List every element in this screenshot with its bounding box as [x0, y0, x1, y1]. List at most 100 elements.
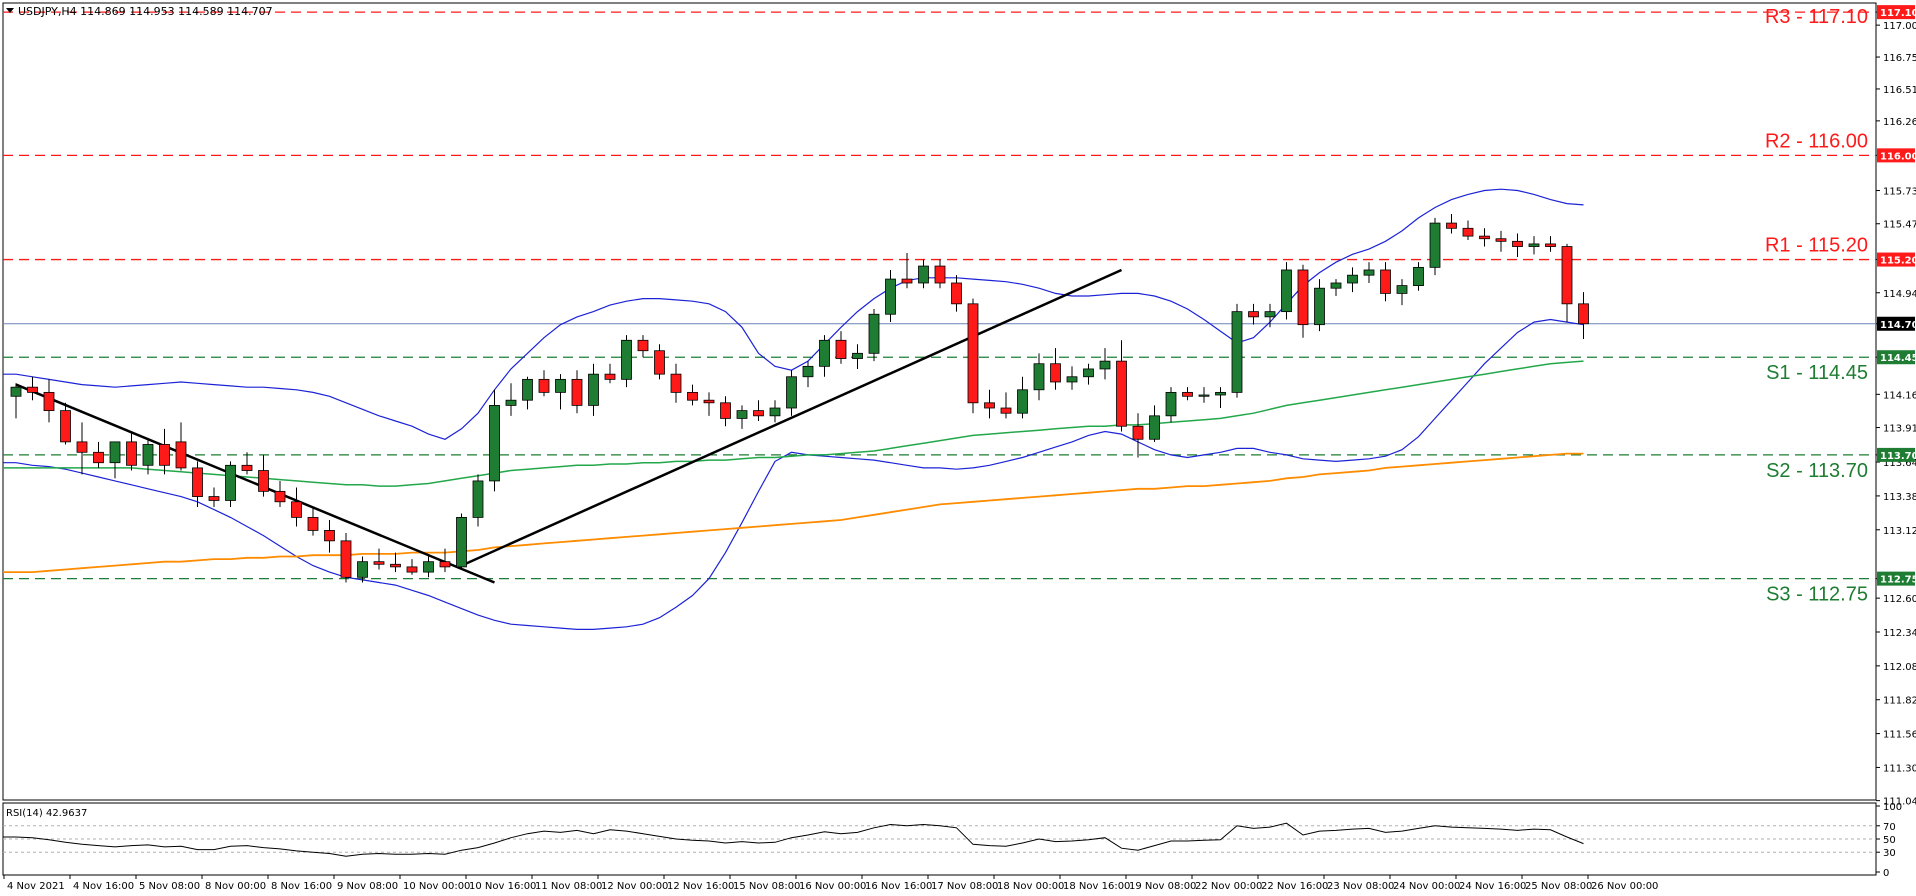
candle	[1561, 243, 1573, 323]
time-tick-label: 8 Nov 16:00	[271, 881, 332, 892]
price-tag-current: 114.707	[1880, 320, 1916, 331]
candle-body	[241, 464, 253, 471]
price-tick-label: 114.945	[1883, 289, 1916, 300]
price-tick-label: 114.165	[1883, 390, 1916, 401]
candle-body	[1248, 311, 1259, 318]
candle	[1347, 267, 1358, 293]
price-axis: 117.100 117.000 116.755 116.510 116.265 116.0…	[1876, 8, 1916, 808]
candle-body	[1215, 391, 1226, 396]
candle	[1050, 348, 1061, 390]
candle	[934, 259, 946, 289]
candle	[274, 480, 286, 507]
time-tick-label: 12 Nov 16:00	[667, 881, 734, 892]
price-tick-label: 113.645	[1883, 458, 1916, 469]
candle	[918, 259, 929, 289]
candle-body	[340, 540, 352, 578]
candle-body	[390, 563, 401, 568]
price-tick-label: 112.340	[1883, 628, 1916, 639]
candle	[258, 454, 269, 497]
candle-body	[984, 402, 995, 409]
candle-body	[1264, 311, 1276, 318]
time-tick-label: 22 Nov 00:00	[1195, 881, 1262, 892]
candle-body	[522, 378, 533, 401]
candle-body	[1545, 243, 1556, 247]
candle-body	[505, 399, 517, 406]
candle-body	[307, 517, 319, 531]
price-tick-label: 117.000	[1883, 21, 1916, 32]
candle	[1198, 387, 1210, 403]
candle-body	[1446, 222, 1457, 229]
price-tag-r2-bg	[1877, 148, 1915, 163]
time-tick-label: 5 Nov 08:00	[139, 881, 200, 892]
price-tag-r3: 117.100	[1880, 8, 1916, 19]
candle-body	[670, 373, 682, 393]
dropdown-arrow-icon[interactable]	[6, 8, 14, 13]
candle	[555, 374, 566, 410]
candle	[93, 441, 104, 468]
candle	[984, 389, 995, 419]
trendlines	[15, 268, 1123, 584]
price-tag-current-bg	[1877, 316, 1915, 331]
candle	[637, 335, 649, 358]
candle-body	[93, 451, 104, 464]
candle	[126, 431, 137, 471]
level-labels: R3 - 117.10 R2 - 116.00 R1 - 115.20 S1 - 11…	[1765, 6, 1868, 605]
time-tick-label: 16 Nov 00:00	[799, 881, 866, 892]
candle	[1545, 236, 1556, 252]
candle-body	[736, 410, 748, 419]
candle	[291, 487, 302, 527]
candle-body	[1231, 311, 1243, 393]
rsi-tick-label: 0	[1883, 868, 1889, 879]
candle	[1116, 340, 1127, 432]
candle-body	[1512, 240, 1523, 247]
rsi-tick-label: 70	[1883, 822, 1896, 833]
candle-body	[1561, 246, 1573, 305]
candle	[1149, 405, 1160, 442]
candle-body	[703, 399, 715, 404]
rsi-header: RSI(14) 42.9637	[6, 808, 87, 819]
price-tag-r1: 115.200	[1880, 256, 1916, 267]
candle	[109, 441, 121, 479]
price-tick-label: 116.510	[1883, 85, 1916, 96]
candle	[1033, 353, 1045, 401]
candle-body	[274, 490, 286, 503]
candle-body	[753, 410, 764, 417]
price-tag-s1: 114.450	[1880, 353, 1916, 364]
time-tick-label: 25 Nov 08:00	[1525, 881, 1592, 892]
price-tick-label: 116.755	[1883, 53, 1916, 64]
candle-body	[1314, 287, 1325, 326]
candle	[1479, 228, 1490, 247]
price-tick-label: 113.385	[1883, 492, 1916, 503]
candle-body	[934, 265, 946, 284]
candle	[1578, 292, 1589, 339]
candle-body	[538, 378, 550, 393]
candle-body	[637, 339, 649, 352]
candle	[654, 344, 665, 380]
candle	[340, 533, 352, 583]
candle-body	[1099, 360, 1111, 370]
level-label-r1: R1 - 115.20	[1765, 235, 1868, 257]
symbol-header: USDJPY,H4 114.869 114.953 114.589 114.70…	[18, 5, 273, 18]
candle-body	[126, 441, 137, 466]
candle-body	[1528, 243, 1540, 247]
trendline-downtrend	[15, 383, 495, 584]
candle-body	[1198, 394, 1210, 397]
candle	[43, 379, 55, 423]
candle-body	[1033, 363, 1045, 391]
candle-body	[868, 313, 880, 354]
price-tick-label: 112.080	[1883, 662, 1916, 673]
candle	[1429, 217, 1441, 276]
candle	[27, 376, 38, 401]
candle-body	[1413, 266, 1424, 286]
candle-body	[472, 480, 484, 518]
candle	[225, 461, 236, 507]
trendline-uptrend	[460, 268, 1123, 567]
time-tick-label: 10 Nov 16:00	[469, 881, 536, 892]
candle-body	[142, 444, 154, 466]
candle-body	[1165, 391, 1177, 417]
candle	[1000, 392, 1012, 419]
candle-body	[967, 303, 979, 404]
rsi-line	[3, 822, 1584, 857]
candle	[1083, 363, 1094, 385]
